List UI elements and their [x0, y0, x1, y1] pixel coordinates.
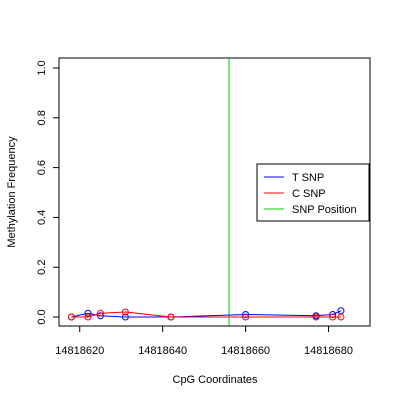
- x-axis: 14818620 14818640 14818660 14818680: [55, 325, 353, 357]
- y-axis-label: Methylation Frequency: [6, 136, 18, 248]
- x-tick-label: 14818680: [304, 345, 353, 357]
- data-point-c-snp: [329, 313, 337, 321]
- y-tick-label: 0.4: [36, 210, 48, 225]
- data-point-t-snp: [84, 309, 92, 317]
- data-point-c-snp: [96, 309, 104, 317]
- data-point-t-snp: [242, 311, 250, 319]
- data-point-c-snp: [167, 313, 175, 321]
- legend-label-t-snp: T SNP: [292, 172, 324, 184]
- legend: T SNP C SNP SNP Position: [256, 163, 370, 222]
- y-tick-label: 0.8: [36, 110, 48, 125]
- x-tick-label: 14818660: [221, 345, 270, 357]
- data-point-c-snp: [312, 313, 320, 321]
- legend-label-c-snp: C SNP: [292, 188, 326, 200]
- x-axis-label: CpG Coordinates: [173, 374, 258, 386]
- y-tick-label: 0.2: [36, 260, 48, 275]
- data-point-c-snp: [121, 308, 129, 316]
- x-tick-label: 14818620: [55, 345, 104, 357]
- y-tick-label: 0.6: [36, 160, 48, 175]
- series-line-c-snp: [71, 311, 341, 318]
- data-point-t-snp: [329, 311, 337, 319]
- data-point-t-snp: [96, 312, 104, 320]
- data-point-t-snp: [121, 313, 129, 321]
- legend-label-snp-position: SNP Position: [292, 204, 357, 216]
- y-tick-label: 1.0: [36, 60, 48, 75]
- y-tick-label: 0.0: [36, 309, 48, 324]
- data-point-c-snp: [84, 313, 92, 321]
- data-point-c-snp: [67, 313, 75, 321]
- x-tick-label: 14818640: [138, 345, 187, 357]
- data-point-c-snp: [337, 313, 345, 321]
- series-group: [67, 307, 345, 321]
- data-point-c-snp: [242, 313, 250, 321]
- y-axis: 0.0 0.2 0.4 0.6 0.8 1.0: [36, 60, 60, 325]
